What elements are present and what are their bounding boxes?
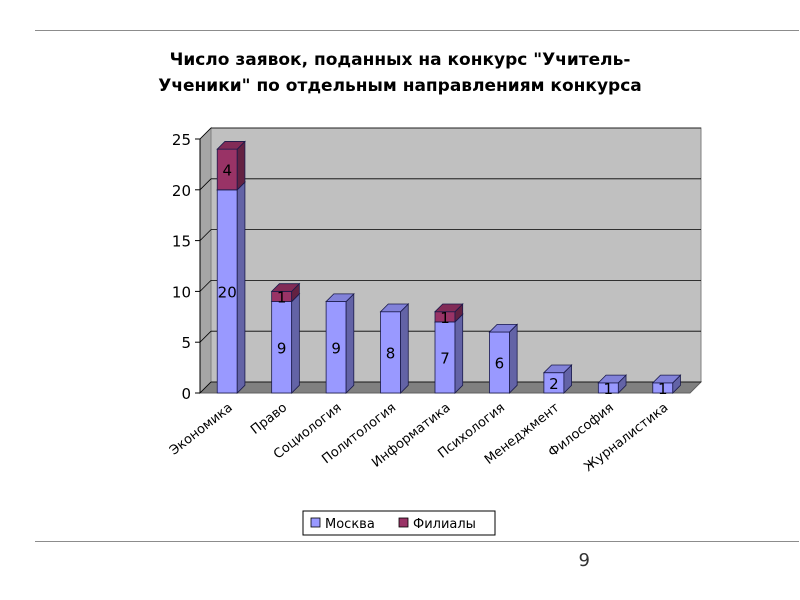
chart-title-line: Число заявок, поданных на конкурс "Учите… bbox=[170, 50, 631, 70]
data-label: 9 bbox=[277, 339, 287, 357]
bar-segment-side bbox=[291, 292, 300, 394]
bar-segment-top bbox=[597, 374, 627, 384]
page-number: 9 bbox=[578, 550, 590, 571]
legend-swatch bbox=[398, 517, 409, 528]
gridline-side bbox=[199, 178, 212, 191]
bar-segment-top bbox=[434, 303, 464, 313]
bar-segment-side bbox=[454, 313, 464, 394]
gridline-side bbox=[199, 127, 212, 140]
gridline-side bbox=[199, 381, 212, 394]
y-tick-label: 20 bbox=[172, 182, 191, 200]
bar-segment-top bbox=[216, 141, 246, 150]
x-axis-labels: Экономика ПравоСоциологияПолитологияИнфор… bbox=[167, 400, 671, 475]
y-tick-label: 5 bbox=[181, 334, 191, 352]
data-label: 4 bbox=[222, 161, 232, 179]
data-label: 9 bbox=[331, 339, 341, 357]
bar-segment-top bbox=[488, 323, 519, 333]
data-label: 1 bbox=[440, 309, 450, 327]
legend-swatch bbox=[310, 517, 321, 528]
legend: Москва Филиалы bbox=[302, 510, 496, 536]
bar-segment-side bbox=[509, 323, 518, 394]
data-label: 1 bbox=[604, 380, 614, 398]
data-label: 8 bbox=[386, 344, 396, 362]
x-tick-label: Право bbox=[248, 400, 290, 437]
bar-segment-side bbox=[236, 181, 246, 394]
data-label: 20 bbox=[218, 283, 237, 301]
x-tick-label: Экономика bbox=[167, 400, 236, 458]
data-label: 7 bbox=[440, 349, 450, 367]
legend-label: Москва bbox=[325, 517, 375, 532]
gridline-side bbox=[199, 229, 212, 241]
gridline-side bbox=[199, 330, 212, 343]
data-label: 1 bbox=[658, 380, 668, 398]
bar-segment-side bbox=[345, 292, 355, 394]
chart-frame: Число заявок, поданных на конкурс "Учите… bbox=[35, 30, 799, 542]
data-label: 2 bbox=[549, 375, 559, 393]
bars: 20 4 9 1 9 8 7 1 6 2 1 1 bbox=[216, 140, 682, 398]
y-tick-label: 0 bbox=[181, 385, 191, 403]
y-axis: 0 5 10 15 20 25 bbox=[172, 131, 201, 403]
bar-segment-top bbox=[651, 374, 682, 384]
bar-segment-top bbox=[270, 283, 301, 292]
bar-segment-side bbox=[400, 303, 409, 394]
y-tick-label: 10 bbox=[172, 283, 191, 301]
bar-segment-top bbox=[325, 293, 355, 302]
chart-title-line: Ученики" по отдельным направлениям конку… bbox=[158, 76, 642, 96]
gridline-side bbox=[199, 280, 212, 292]
y-tick-label: 15 bbox=[172, 233, 191, 251]
data-label: 6 bbox=[495, 355, 505, 373]
stacked-bar-chart: Число заявок, поданных на конкурс "Учите… bbox=[158, 50, 703, 536]
y-tick-label: 25 bbox=[172, 131, 191, 149]
legend-label: Филиалы bbox=[413, 517, 476, 532]
side-wall bbox=[199, 126, 212, 395]
bar-segment-top bbox=[542, 364, 573, 374]
bar-segment-top bbox=[379, 303, 410, 313]
data-label: 1 bbox=[277, 288, 287, 306]
bar-segment-side bbox=[236, 140, 246, 191]
chart-title: Число заявок, поданных на конкурс "Учите… bbox=[158, 50, 642, 96]
